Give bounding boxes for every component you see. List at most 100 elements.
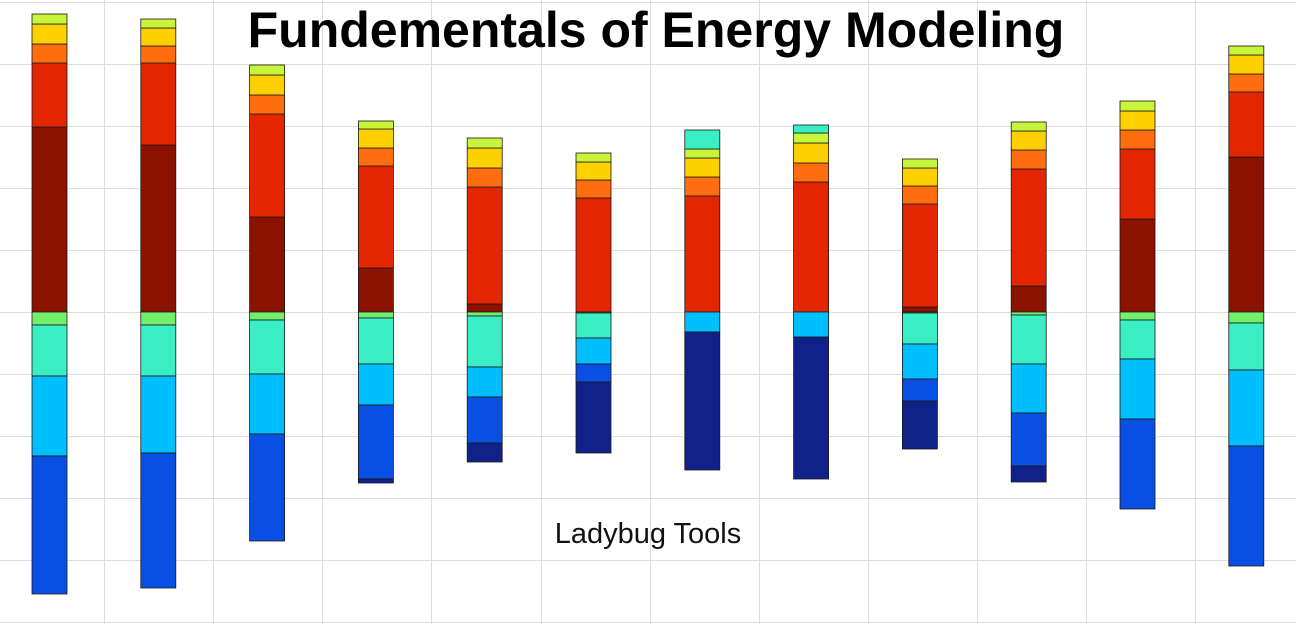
bar-segment-loss — [1228, 445, 1265, 567]
bar-segment-gain — [249, 74, 286, 96]
bar-1 — [31, 13, 68, 595]
bar-segment-loss — [1119, 319, 1156, 360]
bar-segment-loss — [1119, 358, 1156, 420]
bar-segment-loss — [357, 478, 394, 484]
bar-segment-loss — [31, 455, 68, 595]
bar-segment-gain — [249, 216, 286, 313]
bar-segment-gain — [357, 165, 394, 269]
bar-segment-loss — [902, 400, 938, 450]
bar-9 — [902, 158, 938, 450]
bar-segment-loss — [466, 396, 503, 444]
bar-segment-gain — [357, 120, 394, 130]
bar-segment-loss — [684, 331, 721, 471]
bar-segment-gain — [1119, 129, 1156, 150]
chart-subtitle: Ladybug Tools — [554, 518, 742, 550]
bar-segment-loss — [1010, 311, 1047, 316]
bar-segment-gain — [902, 185, 938, 205]
bar-segment-gain — [1228, 156, 1265, 313]
bar-segment-gain — [575, 179, 612, 199]
bar-segment-gain — [140, 62, 177, 146]
bar-segment-gain — [575, 152, 612, 163]
bar-segment-loss — [31, 324, 68, 377]
bar-segment-loss — [249, 319, 286, 375]
bar-segment-loss — [249, 311, 286, 321]
bar-segment-loss — [575, 337, 612, 365]
bar-segment-gain — [357, 128, 394, 149]
bar-segment-gain — [466, 303, 503, 313]
bar-segment-loss — [1010, 465, 1047, 483]
bar-segment-gain — [357, 147, 394, 167]
bar-segment-loss — [1228, 311, 1265, 324]
bar-segment-loss — [357, 404, 394, 480]
bar-segment-loss — [140, 311, 177, 326]
bar-segment-loss — [575, 363, 612, 383]
bar-segment-gain — [1010, 168, 1047, 287]
bar-3 — [249, 64, 286, 542]
bar-segment-loss — [793, 336, 829, 480]
bar-segment-gain — [249, 64, 286, 76]
bar-segment-gain — [31, 62, 68, 128]
bar-segment-gain — [249, 113, 286, 218]
bar-segment-loss — [1228, 369, 1265, 447]
bar-segment-gain — [249, 94, 286, 115]
bar-segment-loss — [902, 312, 938, 345]
bar-6 — [575, 152, 612, 454]
bar-8 — [793, 124, 829, 480]
bar-segment-loss — [1010, 412, 1047, 467]
bar-segment-gain — [684, 148, 721, 159]
bar-segment-gain — [1228, 45, 1265, 56]
bar-segment-loss — [140, 375, 177, 454]
bar-7 — [684, 129, 721, 471]
bar-segment-gain — [466, 186, 503, 305]
bar-segment-gain — [902, 167, 938, 187]
bar-segment-gain — [793, 124, 829, 134]
bar-segment-loss — [575, 381, 612, 454]
bar-segment-loss — [249, 373, 286, 435]
bar-segment-loss — [31, 311, 68, 326]
bar-segment-gain — [684, 129, 721, 150]
bar-segment-gain — [793, 142, 829, 164]
bar-segment-gain — [31, 126, 68, 313]
bar-segment-loss — [1228, 322, 1265, 371]
bar-segment-gain — [1010, 285, 1047, 313]
bar-10 — [1010, 121, 1047, 483]
bar-segment-loss — [249, 433, 286, 542]
bar-segment-gain — [1119, 100, 1156, 112]
bar-segment-gain — [1010, 130, 1047, 151]
chart-title: Fundementals of Energy Modeling — [247, 2, 1065, 58]
bar-segment-gain — [793, 181, 829, 313]
bar-segment-gain — [684, 157, 721, 178]
stacked-bars — [31, 13, 1265, 595]
bar-segment-gain — [902, 158, 938, 169]
bar-segment-gain — [1010, 149, 1047, 170]
bar-segment-loss — [902, 378, 938, 402]
bar-segment-gain — [466, 167, 503, 188]
bar-4 — [357, 120, 394, 484]
bar-segment-loss — [1119, 418, 1156, 510]
bar-segment-gain — [575, 197, 612, 313]
bar-segment-loss — [1010, 314, 1047, 365]
bar-segment-loss — [357, 311, 394, 319]
bar-segment-gain — [466, 137, 503, 149]
bar-segment-loss — [466, 311, 503, 317]
bar-segment-gain — [1010, 121, 1047, 132]
bar-segment-gain — [902, 203, 938, 308]
bar-segment-loss — [31, 375, 68, 457]
bar-segment-gain — [1119, 148, 1156, 220]
bar-segment-gain — [466, 147, 503, 169]
bar-segment-loss — [1010, 363, 1047, 414]
bar-segment-loss — [902, 343, 938, 380]
bar-11 — [1119, 100, 1156, 510]
bar-segment-gain — [684, 195, 721, 313]
bar-segment-gain — [1228, 91, 1265, 158]
bar-segment-loss — [1119, 311, 1156, 321]
bar-segment-loss — [140, 452, 177, 589]
bar-segment-gain — [1228, 73, 1265, 93]
bar-segment-gain — [357, 267, 394, 313]
bar-segment-gain — [793, 132, 829, 144]
bar-12 — [1228, 45, 1265, 567]
bar-segment-loss — [140, 324, 177, 377]
bar-segment-gain — [1119, 110, 1156, 131]
bar-segment-gain — [1119, 218, 1156, 313]
